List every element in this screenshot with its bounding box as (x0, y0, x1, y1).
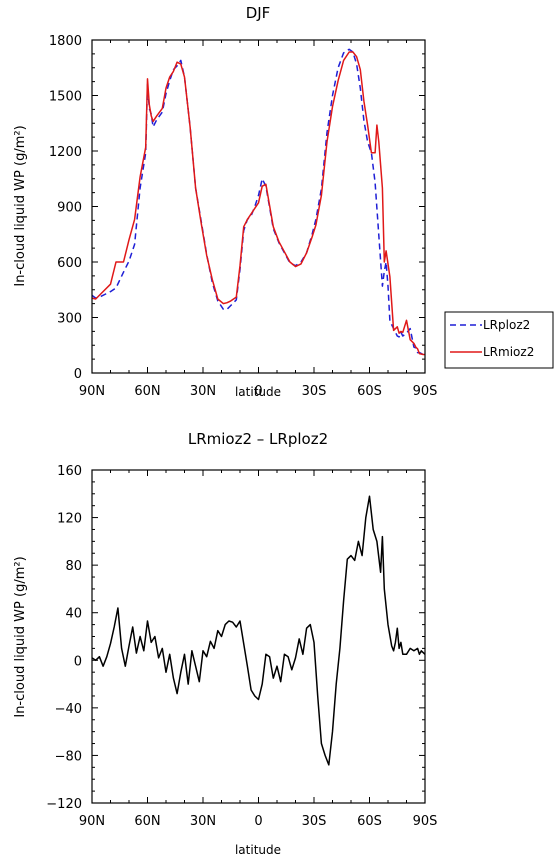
top-series-line-lrmioz2 (91, 51, 425, 356)
top-x-tick-label: 0 (254, 384, 262, 399)
top-x-tick-label: 30N (190, 384, 216, 399)
bottom-x-tick-label: 0 (254, 814, 262, 829)
bottom-y-tick-label: −40 (55, 702, 82, 717)
bottom-x-tick-label: 90S (413, 814, 438, 829)
top-x-tick-label: 90N (79, 384, 105, 399)
bottom-axes: 90N 60N 30N 0 30S 60S 90S −120 −80 −40 0 40 80 120 160 (46, 464, 437, 829)
top-x-tick-label: 60S (357, 384, 382, 399)
bottom-x-tick-label: 30N (190, 814, 216, 829)
top-panel: DJF 90N 60N 30N 0 30S 60S 90S 0 300 600 900 1200 150… (13, 4, 554, 399)
bottom-x-tick-label: 60S (357, 814, 382, 829)
bottom-y-tick-label: 160 (57, 464, 82, 479)
top-y-tick-label: 300 (57, 312, 82, 327)
bottom-series-lines (91, 495, 426, 766)
top-x-axis-label: latitude (235, 385, 281, 399)
bottom-plot-frame (91, 469, 426, 804)
bottom-y-axis-label: In-cloud liquid WP (g/m²) (13, 556, 28, 717)
top-y-tick-label: 1200 (49, 145, 82, 160)
bottom-x-tick-label: 90N (79, 814, 105, 829)
top-series-lines (91, 48, 425, 356)
top-y-tick-label: 600 (57, 256, 82, 271)
top-chart-title: DJF (246, 4, 271, 22)
top-x-tick-label: 30S (302, 384, 327, 399)
top-y-tick-label: 900 (57, 201, 82, 216)
bottom-y-tick-label: −80 (55, 749, 82, 764)
top-y-tick-label: 0 (74, 367, 82, 382)
legend: LRploz2 LRmioz2 (444, 311, 554, 369)
top-x-tick-label: 90S (413, 384, 438, 399)
bottom-y-tick-label: −120 (46, 797, 82, 812)
top-y-tick-label: 1500 (49, 90, 82, 105)
top-y-tick-label: 1800 (49, 34, 82, 49)
bottom-x-axis-label: latitude (235, 843, 281, 857)
bottom-chart-title: LRmioz2 – LRploz2 (188, 430, 328, 448)
bottom-y-tick-label: 40 (65, 607, 82, 622)
legend-label-lrmioz2: LRmioz2 (483, 345, 534, 359)
legend-label-lrploz2: LRploz2 (483, 318, 530, 332)
top-series-line-lrploz2 (91, 48, 425, 356)
top-y-axis-label: In-cloud liquid WP (g/m²) (13, 125, 28, 286)
bottom-y-tick-label: 80 (65, 559, 82, 574)
top-plot-frame (91, 39, 426, 374)
legend-box (444, 311, 554, 369)
bottom-x-tick-label: 30S (302, 814, 327, 829)
bottom-series-line-difference (91, 495, 426, 766)
top-axes: 90N 60N 30N 0 30S 60S 90S 0 300 600 900 1200 1500 180… (49, 34, 437, 399)
bottom-y-tick-label: 0 (74, 654, 82, 669)
top-x-tick-label: 60N (134, 384, 160, 399)
bottom-x-tick-label: 60N (134, 814, 160, 829)
bottom-panel: LRmioz2 – LRploz2 90N 60N 30N 0 30S 60S 90S −12… (13, 430, 437, 857)
bottom-y-tick-label: 120 (57, 512, 82, 527)
